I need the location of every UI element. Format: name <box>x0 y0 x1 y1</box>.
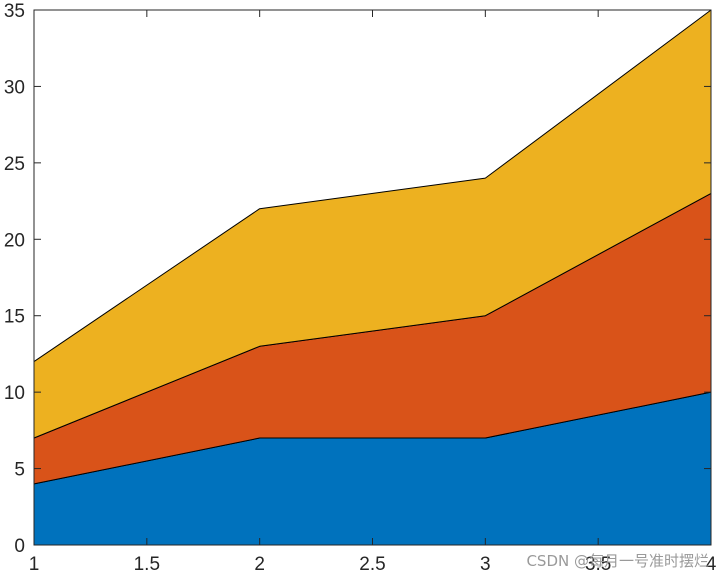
x-tick-label: 4 <box>706 554 717 575</box>
x-tick-label: 3 <box>480 554 491 575</box>
area-series-group <box>33 9 712 546</box>
x-tick-label: 3.5 <box>585 554 611 575</box>
x-axis: 1 1.5 2 2.5 3 3.5 4 <box>29 10 717 575</box>
y-axis: 0 5 10 15 20 25 30 35 <box>4 1 711 557</box>
x-tick-label: 1.5 <box>134 554 160 575</box>
x-tick-label: 2.5 <box>359 554 385 575</box>
y-tick-label: 30 <box>4 77 25 98</box>
y-tick-label: 0 <box>14 536 25 557</box>
y-tick-label: 10 <box>4 383 25 404</box>
watermark-text: CSDN @每月一号准时摆烂 <box>526 552 709 570</box>
y-tick-label: 5 <box>14 460 25 481</box>
x-tick-label: 2 <box>254 554 265 575</box>
y-tick-label: 15 <box>4 307 25 328</box>
y-tick-label: 20 <box>4 230 25 251</box>
y-tick-label: 25 <box>4 154 25 175</box>
x-tick-label: 1 <box>29 554 40 575</box>
y-tick-label: 35 <box>4 1 25 22</box>
